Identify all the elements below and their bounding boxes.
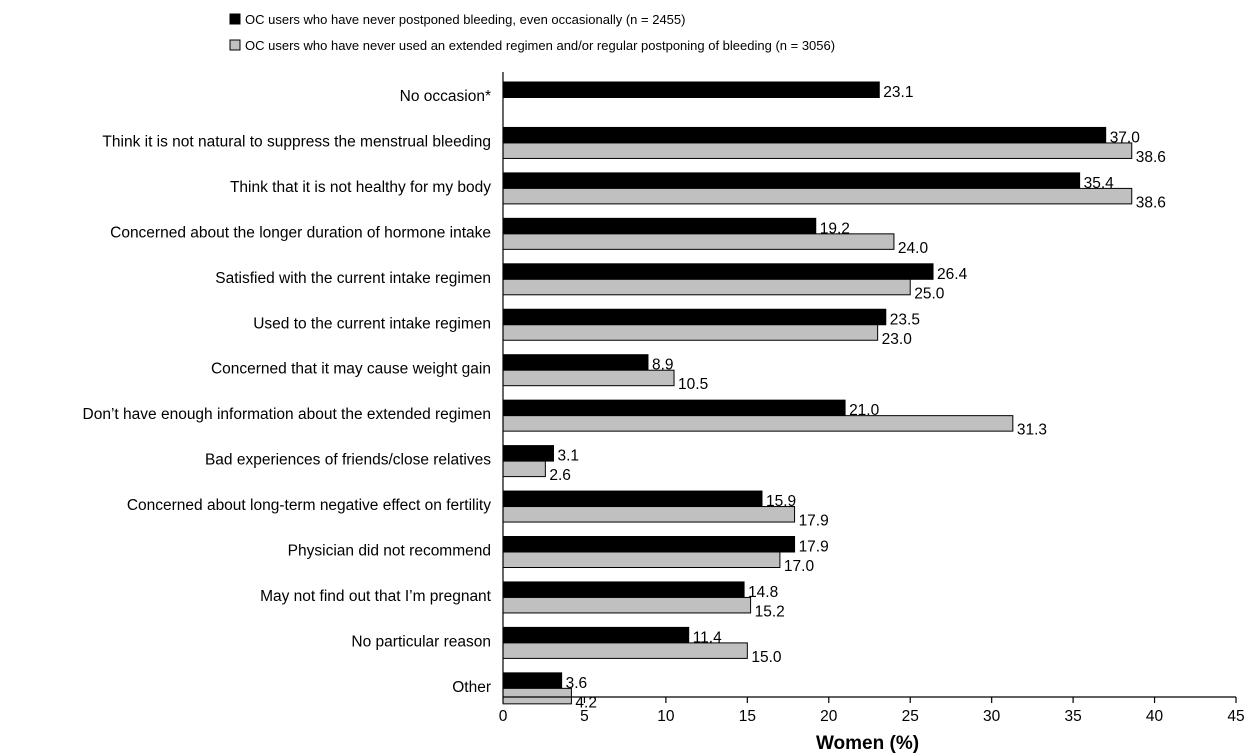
category-label: No occasion* [400, 88, 491, 105]
data-label-series-1: 23.5 [890, 311, 920, 328]
bar-series-2 [502, 187, 1133, 205]
bar-series-2 [502, 324, 879, 341]
data-label-series-2: 31.3 [1017, 422, 1047, 439]
data-label-series-2: 15.0 [751, 649, 782, 666]
bar-series-1 [502, 445, 554, 462]
x-tick-label: 45 [1227, 708, 1244, 725]
data-label-series-1: 21.0 [849, 402, 880, 419]
x-axis-title: Women (%) [816, 733, 919, 754]
category-label: Satisfied with the current intake regime… [215, 270, 491, 287]
bar-series-1 [502, 626, 690, 644]
category-label: Think that it is not healthy for my body [230, 179, 491, 196]
x-tick-label: 10 [657, 708, 675, 725]
bar-series-1 [502, 217, 817, 235]
category-label: Don’t have enough information about the … [83, 406, 491, 423]
data-label-series-1: 23.1 [883, 84, 913, 101]
data-label-series-2: 23.0 [882, 331, 913, 348]
category-label: Bad experiences of friends/close relativ… [205, 452, 491, 469]
data-label-series-1: 37.0 [1110, 129, 1141, 146]
data-label-series-1: 11.4 [693, 629, 722, 646]
category-label: Think it is not natural to suppress the … [102, 133, 491, 150]
x-ticks: 0 5 10 15 20 25 30 35 40 45 [499, 697, 1245, 725]
data-label-series-1: 26.4 [937, 266, 968, 283]
x-tick-label: 40 [1146, 708, 1164, 725]
data-label-series-1: 3.1 [557, 448, 579, 465]
bar-series-1 [502, 672, 563, 689]
x-axis: 0 5 10 15 20 25 30 35 40 45 [499, 72, 1245, 725]
bar-series-2 [502, 596, 752, 614]
x-tick-label: 30 [983, 708, 1001, 725]
legend-swatch-series-1 [229, 13, 241, 25]
data-label-series-1: 14.8 [748, 584, 778, 601]
bar-series-2 [502, 369, 675, 387]
category-label: Physician did not recommend [288, 543, 491, 560]
data-label-series-2: 2.6 [549, 467, 571, 484]
data-label-series-1: 3.6 [566, 675, 588, 692]
category-labels: No occasion* Think it is not natural to s… [83, 88, 492, 696]
bar-series-2 [502, 687, 572, 705]
data-label-series-1: 19.2 [820, 220, 850, 237]
data-label-series-2: 10.5 [678, 376, 708, 393]
category-label: No particular reason [351, 633, 491, 650]
bar-series-2 [502, 460, 546, 478]
bar-series-1 [502, 490, 763, 508]
bar-series-1 [502, 308, 887, 326]
bar-series-1 [502, 581, 745, 598]
category-label: Other [452, 679, 491, 696]
bar-series-2 [502, 278, 911, 296]
bar-series-1 [502, 81, 880, 98]
bar-series-2 [502, 142, 1133, 159]
x-tick-label: 35 [1064, 708, 1081, 725]
legend-label-series-1: OC users who have never postponed bleedi… [245, 12, 685, 27]
bar-series-1 [502, 354, 649, 371]
data-label-series-2: 38.6 [1136, 149, 1166, 166]
data-label-series-2: 4.2 [575, 694, 597, 711]
category-label: Concerned about the longer duration of h… [110, 224, 491, 241]
data-label-series-2: 38.6 [1136, 194, 1166, 211]
data-label-series-1: 17.9 [799, 539, 829, 556]
bar-series-1 [502, 399, 846, 417]
category-label: Concerned about long-term negative effec… [127, 497, 491, 514]
data-label-series-1: 15.9 [766, 493, 796, 510]
bar-series-2 [502, 551, 781, 568]
bar-series-2 [502, 415, 1014, 432]
x-tick-label: 5 [580, 708, 589, 725]
data-label-series-2: 25.0 [914, 285, 945, 302]
category-label: May not find out that I’m pregnant [260, 588, 492, 605]
data-label-series-1: 35.4 [1084, 175, 1115, 192]
bar-series-1 [502, 172, 1081, 189]
bar-series-1 [502, 536, 796, 553]
data-label-series-2: 24.0 [898, 240, 929, 257]
category-label: Concerned that it may cause weight gain [211, 361, 491, 378]
bars [502, 81, 1133, 705]
data-label-series-1: 8.9 [652, 357, 674, 374]
legend-swatch-series-2 [229, 39, 241, 51]
bar-series-1 [502, 126, 1107, 144]
data-label-series-2: 17.9 [799, 513, 829, 530]
data-label-series-2: 17.0 [784, 558, 815, 575]
category-label: Used to the current intake regimen [253, 315, 491, 332]
x-tick-label: 15 [739, 708, 756, 725]
bar-series-1 [502, 263, 934, 280]
x-tick-label: 25 [902, 708, 919, 725]
legend-label-series-2: OC users who have never used an extended… [245, 38, 835, 53]
x-tick-label: 20 [820, 708, 838, 725]
data-label-series-2: 15.2 [755, 603, 785, 620]
legend: OC users who have never postponed bleedi… [229, 12, 835, 53]
x-tick-label: 0 [499, 708, 508, 725]
bar-series-2 [502, 506, 796, 523]
value-labels: 23.1 37.0 38.6 35.4 38.6 19.2 24.0 26.4 25.0 23.5… [549, 84, 1166, 711]
